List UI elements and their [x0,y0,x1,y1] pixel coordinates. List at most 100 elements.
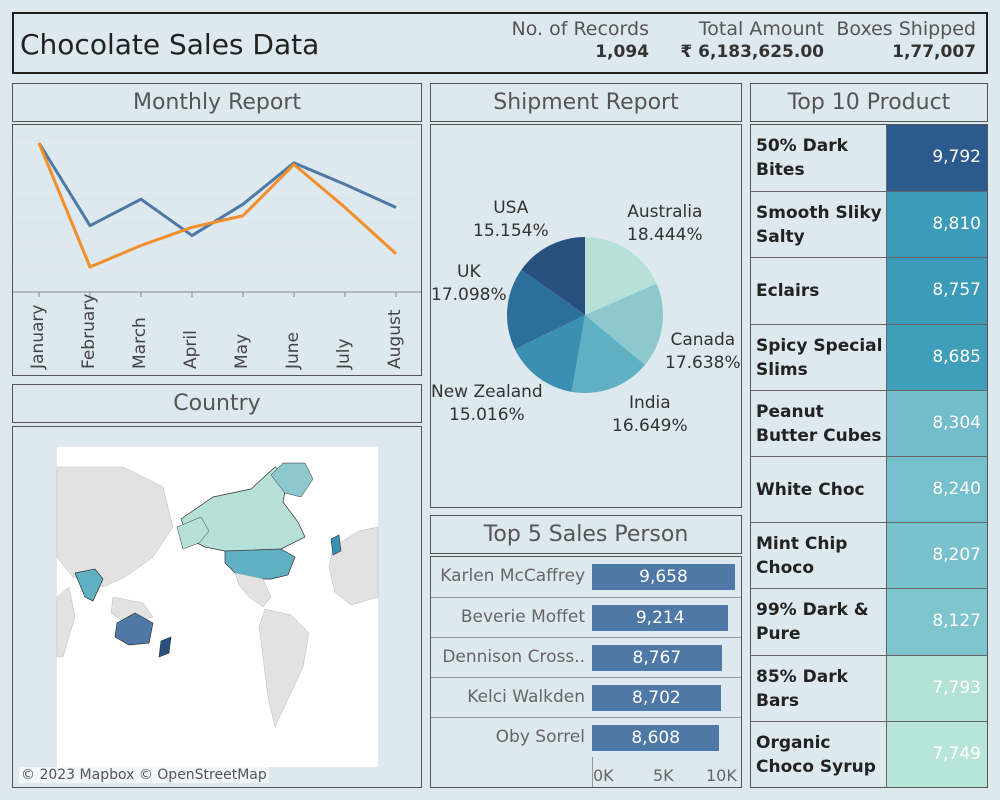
product-value: 8,304 [932,412,981,433]
sales-person-row[interactable]: Dennison Cross.. 8,767 [431,637,741,678]
top-products-title: Top 10 Product [750,83,988,122]
x-tick-label: January [28,304,48,369]
sales-person-bar[interactable]: 8,767 [592,645,722,671]
product-name: Smooth Sliky Salty [756,203,882,248]
axis-tick-5k: 5K [653,766,674,785]
product-value-cell: 7,793 [886,655,987,721]
kpi-records-value: 1,094 [595,42,649,62]
pie-label-uk: UK 17.098% [431,261,507,307]
monthly-report-chart: January February March April May June July Augu… [12,124,422,376]
pie-slice-india[interactable] [571,315,645,393]
pie-label-new-zealand-name: New Zealand [431,382,543,402]
axis-tick-0k: 0K [593,766,614,785]
sales-person-chart: Karlen McCaffrey 9,658 Beverie Moffet 9,214… [430,556,742,788]
top-products-table: 50% Dark Bites 9,792 Smooth Sliky Salty 8,8… [750,124,988,788]
axis-line [592,757,593,787]
x-tick-label: April [181,330,201,369]
asia-shape [56,466,174,588]
pie-slice-usa[interactable] [521,237,585,315]
sales-person-row[interactable]: Oby Sorrel 8,608 [431,717,741,758]
product-value: 8,685 [932,346,981,367]
sales-person-name: Karlen McCaffrey [440,566,585,586]
pie-label-usa-value: 15.154% [473,221,549,241]
sales-person-name: Beverie Moffet [460,607,585,627]
map-attribution: © 2023 Mapbox © OpenStreetMap [19,767,269,783]
product-row[interactable]: 85% Dark Bars 7,793 [751,654,987,721]
pie-label-uk-value: 17.098% [431,285,507,305]
product-name: Mint Chip Choco [756,534,848,579]
india-shape[interactable] [74,568,104,602]
kpi-total-amount: Total Amount ₹ 6,183,625.00 [680,18,824,62]
pie-label-usa-name: USA [493,198,529,218]
pie-slice-new-zealand[interactable] [514,315,585,392]
product-value-cell: 8,757 [886,258,987,324]
pie-label-canada: Canada 17.638% [665,329,741,375]
product-row[interactable]: Smooth Sliky Salty 8,810 [751,191,987,258]
product-value-cell: 8,240 [886,457,987,523]
x-tick-label: August [385,309,405,370]
product-name: 50% Dark Bites [756,136,848,181]
series-line-1[interactable] [37,142,397,238]
product-value: 7,749 [932,743,981,764]
product-row[interactable]: Peanut Butter Cubes 8,304 [751,389,987,456]
australia-shape[interactable] [114,612,154,646]
pie-label-india: India 16.649% [612,392,688,438]
new-zealand-shape[interactable] [158,636,172,658]
south-america-shape [258,608,310,728]
product-value: 9,792 [932,147,981,168]
pie-slice-uk[interactable] [507,269,585,350]
x-tick-label: May [232,333,252,369]
product-name: Peanut Butter Cubes [756,401,882,446]
sales-person-name: Dennison Cross.. [442,647,585,667]
pie-label-india-name: India [628,393,671,413]
sales-person-bar[interactable]: 9,214 [592,605,729,631]
product-value-cell: 8,685 [886,324,987,390]
kpi-total-amount-value: ₹ 6,183,625.00 [680,42,824,62]
pie-label-australia-name: Australia [627,202,703,222]
uk-shape[interactable] [330,534,342,556]
product-row[interactable]: Organic Choco Syrup 7,749 [751,720,987,787]
product-row[interactable]: Eclairs 8,757 [751,257,987,324]
x-tick-label: July [334,338,354,369]
sales-person-row[interactable]: Karlen McCaffrey 9,658 [431,557,741,597]
canada-shape[interactable] [180,466,306,556]
pie-label-new-zealand-value: 15.016% [449,405,525,425]
product-name: White Choc [756,480,865,501]
pie-label-india-value: 16.649% [612,416,688,436]
sales-person-value: 9,214 [635,608,685,628]
sales-person-title: Top 5 Sales Person [430,515,742,554]
product-row[interactable]: White Choc 8,240 [751,456,987,523]
sales-person-value: 8,608 [631,728,681,748]
sales-person-bar[interactable]: 8,608 [592,725,720,751]
product-name: Eclairs [756,281,820,302]
sales-person-bar[interactable]: 9,658 [592,564,735,590]
kpi-boxes-shipped: Boxes Shipped 1,77,007 [836,18,976,62]
world-map[interactable] [13,427,421,787]
product-row[interactable]: 50% Dark Bites 9,792 [751,125,987,192]
usa-shape[interactable] [224,548,296,580]
sales-person-bar[interactable]: 8,702 [592,685,721,711]
product-row[interactable]: 99% Dark & Pure 8,127 [751,588,987,655]
sales-person-value: 9,658 [639,567,688,587]
alaska-shape [176,516,210,550]
product-row[interactable]: Spicy Special Slims 8,685 [751,323,987,390]
product-name: 99% Dark & Pure [756,600,869,645]
product-value: 8,240 [932,479,981,500]
product-name: Organic Choco Syrup [756,732,876,777]
product-value: 8,757 [932,280,981,301]
pie-slice-canada[interactable] [585,283,663,366]
pie-label-australia: Australia 18.444% [627,201,703,247]
series-line-2[interactable] [37,142,398,269]
kpi-records: No. of Records 1,094 [512,18,649,62]
product-value: 8,810 [932,214,981,235]
kpi-boxes-shipped-label: Boxes Shipped [836,18,976,40]
product-row[interactable]: Mint Chip Choco 8,207 [751,522,987,589]
country-title: Country [12,384,422,423]
product-name: 85% Dark Bars [756,666,848,711]
sales-person-row[interactable]: Beverie Moffet 9,214 [431,597,741,638]
pie-slice-australia[interactable] [585,237,657,315]
sales-person-row[interactable]: Kelci Walkden 8,702 [431,677,741,718]
pie-label-australia-value: 18.444% [627,225,703,245]
shipment-report-title: Shipment Report [430,83,742,122]
greenland-shape [270,462,314,498]
